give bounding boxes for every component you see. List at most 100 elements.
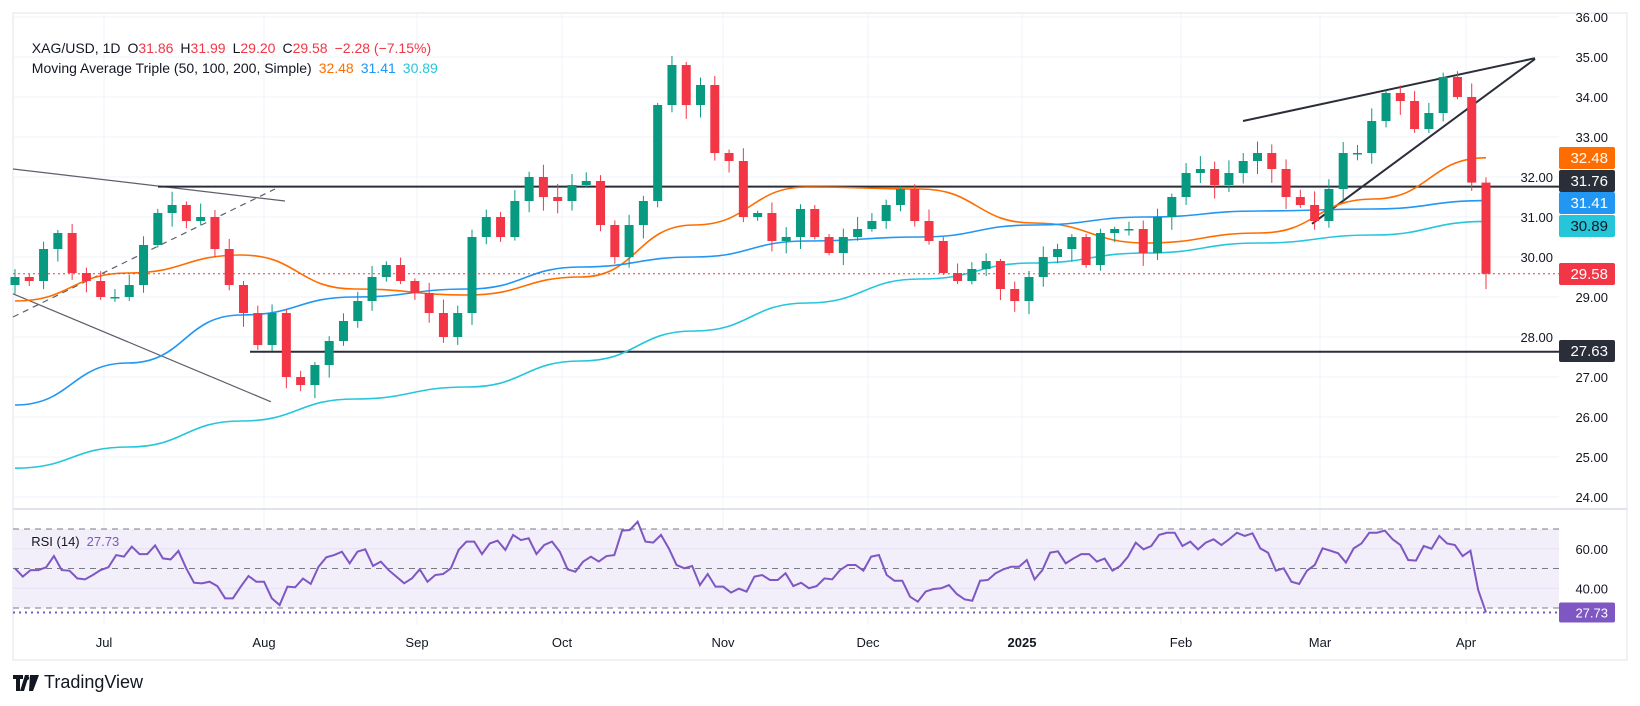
level-price-label-bg — [1559, 170, 1615, 192]
rsi-value-label-bg — [1559, 602, 1615, 623]
candle-body — [1195, 169, 1205, 173]
rsi-tick-label: 60.00 — [1575, 542, 1608, 557]
candle — [96, 271, 106, 300]
ma-legend[interactable]: Moving Average Triple (50, 100, 200, Sim… — [24, 44, 445, 76]
candle — [267, 304, 277, 351]
candle — [995, 258, 1005, 301]
ohlc-open: O31.86 — [127, 40, 174, 56]
time-tick-label: Mar — [1309, 635, 1332, 650]
candle-body — [324, 341, 334, 365]
tradingview-logo[interactable]: TradingView — [13, 672, 143, 693]
candle — [1252, 141, 1262, 174]
candle-body — [153, 213, 163, 245]
candle-body — [24, 277, 34, 281]
price-tick-label: 32.00 — [1520, 170, 1553, 185]
candle — [310, 362, 320, 399]
candle — [1167, 193, 1177, 230]
trendline[interactable] — [1311, 58, 1536, 225]
candle — [753, 210, 763, 221]
candle — [1081, 234, 1091, 268]
candle — [538, 164, 548, 211]
candle-body — [224, 249, 234, 285]
time-tick-label: Sep — [405, 635, 428, 650]
candle-body — [1224, 173, 1234, 185]
time-tick-label: Dec — [856, 635, 880, 650]
candle-body — [881, 205, 891, 221]
candle — [553, 183, 563, 214]
time-axis[interactable]: Jul Aug Sep Oct Nov Dec 2025 Feb Mar Apr — [96, 635, 1477, 650]
candle-body — [1281, 169, 1291, 197]
candle-body — [1110, 229, 1120, 233]
candle — [1295, 189, 1305, 208]
candle-body — [638, 201, 648, 225]
candle — [296, 370, 306, 392]
candle — [510, 190, 520, 241]
candle-body — [1295, 197, 1305, 205]
time-tick-label: Apr — [1456, 635, 1477, 650]
candle — [381, 261, 391, 282]
candle-body — [410, 281, 420, 293]
candle-body — [1352, 153, 1362, 155]
candle — [39, 241, 49, 290]
symbol-title: XAG/USD, 1D — [31, 40, 121, 56]
candle — [1367, 108, 1377, 164]
time-tick-label: Jul — [96, 635, 113, 650]
price-tick-label: 35.00 — [1575, 50, 1608, 65]
candle — [1095, 228, 1105, 271]
candle-body — [838, 237, 848, 253]
candle — [853, 216, 863, 241]
candle-body — [239, 285, 249, 313]
candle-body — [467, 237, 477, 313]
candle — [1224, 160, 1234, 192]
candle — [481, 209, 491, 245]
candle-body — [1053, 249, 1063, 257]
price-tick-label: 31.00 — [1520, 210, 1553, 225]
candle-body — [267, 313, 277, 345]
candle-body — [53, 233, 63, 249]
candle — [1195, 156, 1205, 184]
candle — [1467, 83, 1477, 191]
candle-body — [281, 313, 291, 377]
symbol-legend[interactable]: XAG/USD, 1D O31.86 H31.99 L29.20 C29.58 −2.28… — [24, 24, 438, 56]
time-tick-label: Nov — [711, 635, 735, 650]
candle-body — [553, 197, 563, 201]
candle — [767, 202, 777, 252]
time-tick-label: Aug — [252, 635, 275, 650]
candle-body — [1181, 173, 1191, 197]
candle — [781, 227, 791, 254]
price-axis[interactable]: 36.00 35.00 34.00 33.00 32.00 31.00 30.00 29.00… — [1520, 10, 1615, 505]
ohlc-close: C29.58 — [282, 40, 328, 56]
trendline[interactable] — [1242, 57, 1536, 122]
time-tick-label: 2025 — [1008, 635, 1037, 650]
candle — [824, 234, 834, 256]
candle — [638, 195, 648, 239]
candle-body — [438, 313, 448, 337]
candle-body — [667, 65, 677, 105]
candle-body — [1338, 153, 1348, 189]
candle-body — [39, 249, 49, 281]
candle — [581, 172, 591, 188]
candle — [681, 61, 691, 119]
candle — [710, 75, 720, 161]
candle — [1067, 234, 1077, 262]
candle-body — [710, 85, 720, 153]
rsi-pane[interactable]: 60.00 40.00 27.73 — [13, 519, 1615, 623]
candle — [110, 289, 120, 302]
trendline[interactable] — [12, 293, 272, 403]
price-tick-label: 26.00 — [1575, 410, 1608, 425]
candle — [1238, 153, 1248, 184]
time-tick-label: Oct — [552, 635, 573, 650]
candle-body — [1395, 93, 1405, 101]
trendline[interactable] — [12, 168, 286, 202]
drawings[interactable] — [12, 57, 1559, 403]
ma-legend-title: Moving Average Triple (50, 100, 200, Sim… — [31, 60, 312, 76]
candle-body — [367, 277, 377, 301]
candle — [524, 171, 534, 213]
candle-body — [510, 201, 520, 237]
price-tick-label: 33.00 — [1575, 130, 1608, 145]
candle — [624, 214, 634, 268]
candle-body — [338, 321, 348, 341]
candle-body — [967, 269, 977, 281]
rsi-legend[interactable]: RSI (14) 27.73 — [24, 519, 126, 549]
